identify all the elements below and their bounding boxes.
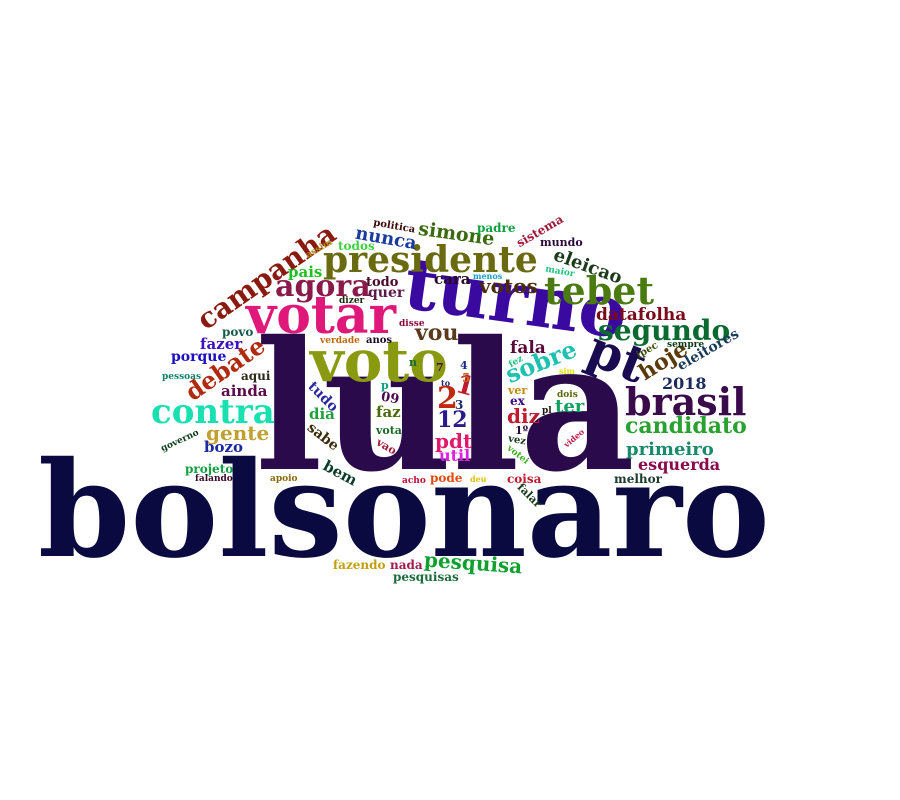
word-votos: votos — [479, 274, 538, 298]
word-1o: 1º — [515, 424, 529, 437]
word-pl: pl — [542, 406, 552, 416]
word-lula: lula — [255, 302, 635, 511]
word-ex: ex — [510, 394, 525, 408]
word-dois: dois — [557, 390, 578, 400]
word-falando: falando — [195, 474, 233, 484]
word-votar: votar — [246, 285, 397, 346]
word-bolsonaro: bolsonaro — [38, 433, 770, 588]
word-dizer: dizer — [339, 296, 365, 306]
word-fala: fala — [510, 338, 546, 358]
word-dia: dia — [309, 405, 335, 423]
word-pessoas: pessoas — [162, 372, 202, 382]
word-padre: padre — [477, 221, 516, 235]
word-povo: povo — [222, 325, 254, 339]
word-ainda: ainda — [221, 382, 268, 400]
word-n: n — [409, 356, 417, 369]
word-fazendo: fazendo — [333, 558, 386, 572]
word-util: util — [439, 446, 471, 465]
word-candidato: candidato — [625, 413, 747, 439]
word-pode: pode — [430, 471, 463, 485]
word-diz: diz — [507, 404, 540, 428]
word-ter: ter — [555, 396, 585, 417]
word-09: 09 — [379, 389, 401, 408]
word-mundo: mundo — [540, 236, 583, 249]
word-5: 5 — [462, 371, 471, 385]
word-tebet: tebet — [544, 268, 655, 313]
word-voto: voto — [310, 327, 448, 395]
word-porque: porque — [171, 349, 227, 365]
word-nada: nada — [390, 558, 423, 572]
word-todos: todos — [338, 239, 375, 253]
word-faz: faz — [376, 403, 401, 421]
word-7: 7 — [436, 361, 444, 374]
word-primeiro: primeiro — [626, 439, 714, 460]
word-ver: ver — [508, 384, 528, 397]
word-todo: todo — [366, 275, 399, 290]
word-3: 3 — [455, 398, 464, 412]
word-apoio: apoio — [270, 474, 298, 484]
word-2018: 2018 — [662, 374, 707, 393]
word-projeto: projeto — [185, 462, 234, 476]
word-gente: gente — [206, 421, 270, 445]
word-coisa: coisa — [507, 472, 542, 486]
word-disse: disse — [399, 319, 425, 329]
word-to: to — [441, 378, 451, 388]
word-pais: pais — [288, 263, 323, 281]
word-aqui: aqui — [241, 369, 271, 383]
word-esquerda: esquerda — [638, 455, 721, 474]
word-pesquisas: pesquisas — [393, 570, 459, 584]
word-segundo: segundo — [598, 314, 731, 347]
word-sim: sim — [559, 366, 576, 376]
word-presidente: presidente — [323, 239, 538, 281]
word-brasil: brasil — [625, 379, 747, 424]
word-quer: quer — [368, 285, 405, 301]
word-datafolha: datafolha — [596, 305, 687, 325]
word-deu: deu — [470, 474, 487, 484]
word-verdade: verdade — [320, 336, 360, 346]
word-fazer: fazer — [200, 335, 243, 353]
word-contra: contra — [151, 392, 275, 432]
word-12: 12 — [437, 407, 468, 433]
word-vou: vou — [415, 320, 459, 346]
word-2: 2 — [437, 381, 458, 416]
word-melhor: melhor — [614, 472, 662, 486]
word-4: 4 — [460, 359, 468, 372]
word-agora: agora — [275, 269, 371, 304]
word-acho: acho — [402, 476, 426, 486]
word-cara: cara — [434, 270, 471, 288]
word-bozo: bozo — [204, 438, 244, 456]
word-pdt: pdt — [435, 429, 473, 453]
word-p: p — [381, 379, 389, 392]
word-menos: menos — [473, 271, 503, 281]
word-sempre: sempre — [667, 340, 705, 350]
word-anos: anos — [366, 335, 393, 346]
word-vota: vota — [376, 424, 402, 437]
